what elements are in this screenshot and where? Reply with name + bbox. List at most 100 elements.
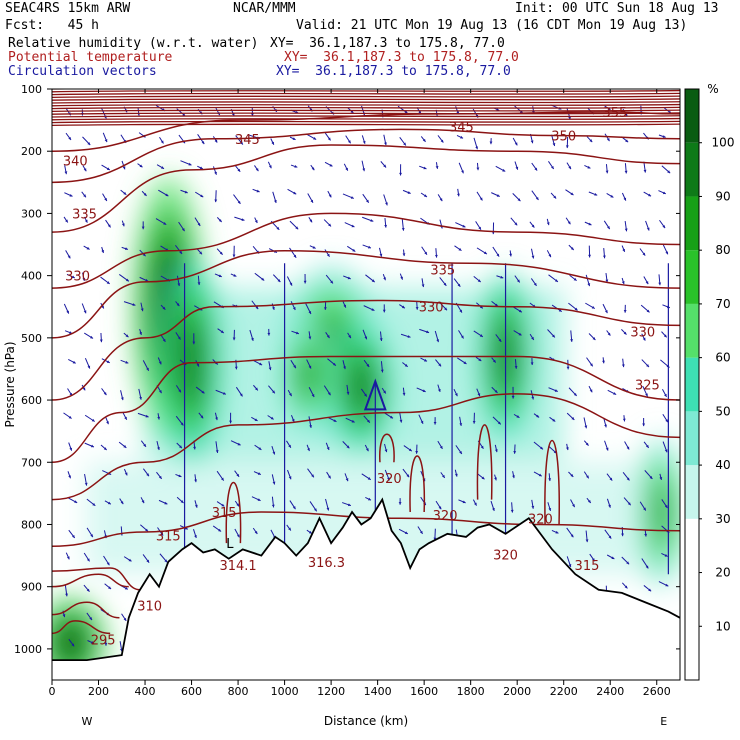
circulation-vector-head [125, 247, 128, 250]
circulation-vector-head [268, 367, 272, 371]
colorbar-tick-label: 10 [715, 619, 730, 633]
circulation-vector-head [423, 194, 427, 197]
circulation-vector-head [514, 142, 518, 146]
circulation-vector-head [423, 166, 427, 170]
circulation-vector-head [165, 193, 169, 197]
circulation-vector-head [584, 425, 588, 429]
circulation-vector-head [642, 423, 646, 427]
circulation-vector-head [605, 447, 609, 451]
circulation-vector-head [422, 389, 426, 393]
circulation-vector-head [442, 474, 445, 478]
x-axis-label: Distance (km) [324, 714, 408, 728]
circulation-vector-head [92, 502, 96, 506]
circulation-vector-head [476, 167, 480, 171]
circulation-vector-head [362, 168, 366, 172]
circulation-vector-head [645, 444, 649, 448]
circulation-vector-head [121, 223, 125, 227]
theta-label: 325 [635, 379, 660, 394]
circulation-vector-head [106, 562, 110, 566]
circulation-vector-head [214, 139, 218, 143]
circulation-vector-head [164, 501, 168, 505]
circulation-vector-head [163, 222, 167, 225]
circulation-vector-head [626, 561, 630, 565]
x-tick-label: 2400 [596, 685, 624, 698]
circulation-vector-head [608, 535, 612, 539]
colorbar-band [685, 411, 699, 466]
circulation-vector-head [382, 309, 386, 313]
theta-isoline-upper [52, 112, 680, 115]
circulation-vector-head [538, 473, 542, 477]
circulation-vector-head [368, 497, 372, 501]
circulation-vector-head [139, 396, 142, 400]
circulation-vector-head [643, 507, 646, 511]
circulation-vector-head [518, 332, 522, 336]
circulation-vector-head [71, 535, 75, 538]
circulation-vector-head [308, 530, 312, 534]
circulation-vector-head [201, 141, 205, 145]
circulation-vector-head [141, 500, 145, 504]
circulation-vector-head [256, 189, 260, 193]
circulation-vector-head [460, 335, 464, 339]
circulation-vector-head [220, 330, 224, 333]
circulation-vector-head [326, 507, 330, 511]
circulation-vector-head [215, 450, 219, 453]
theta-isoline-340 [52, 212, 680, 289]
circulation-vector-head [498, 338, 502, 342]
circulation-vector-head [570, 247, 574, 251]
circulation-vector-head [257, 472, 261, 475]
circulation-vector-head [436, 339, 440, 343]
circulation-vector-head [663, 334, 667, 338]
circulation-vector-head [237, 168, 241, 172]
circulation-vector-head [236, 534, 240, 538]
terrain-line [52, 497, 681, 661]
circulation-vector-head [364, 393, 367, 397]
circulation-vector-head [536, 414, 540, 418]
colorbar-tick-label: 40 [715, 458, 730, 472]
circulation-vector-head [606, 138, 610, 142]
circulation-vector-head [332, 362, 336, 366]
circulation-vector-head [219, 251, 223, 255]
circulation-vector-head [347, 276, 351, 280]
theta-isoline-upper [52, 92, 680, 96]
circulation-vector-head [627, 502, 631, 506]
circulation-vector-head [439, 198, 443, 202]
circulation-vector-head [140, 308, 144, 312]
y-tick-label: 700 [21, 456, 42, 469]
circulation-vector-head [352, 248, 356, 252]
circulation-vector-head [570, 192, 574, 196]
theta-isoline-upper [52, 95, 680, 99]
circulation-vector-head [123, 617, 127, 621]
circulation-vector-head [624, 585, 628, 589]
circulation-vector-head [71, 643, 75, 647]
colorbar-band [685, 142, 699, 197]
circulation-vector-head [272, 390, 275, 394]
circulation-vector-head [622, 248, 625, 252]
circulation-vector-head [483, 251, 487, 255]
circulation-vector-head [518, 309, 522, 313]
field-3-xy: XY= 36.1,187.3 to 175.8, 77.0 [276, 64, 511, 79]
circulation-vector-head [496, 253, 500, 257]
circulation-vector-head [220, 477, 224, 481]
circulation-vector-head [497, 421, 501, 425]
circulation-vector-head [658, 282, 662, 286]
circulation-vector-head [82, 387, 86, 391]
circulation-vector-head [106, 421, 109, 425]
circulation-vector-head [646, 309, 650, 313]
circulation-vector-head [500, 275, 504, 279]
circulation-vector-head [139, 164, 143, 168]
circulation-vector-head [200, 415, 204, 419]
circulation-vector-head [237, 200, 241, 204]
circulation-vector-head [587, 165, 591, 169]
circulation-vector-head [586, 475, 589, 479]
circulation-vector-head [69, 447, 73, 451]
circulation-vector-head [91, 418, 95, 422]
circulation-vector-head [602, 255, 606, 259]
circulation-vector-head [403, 142, 406, 146]
circulation-vector-head [241, 218, 245, 221]
circulation-vector-head [621, 281, 625, 285]
x-tick-label: 1600 [410, 685, 438, 698]
x-tick-label: 1400 [364, 685, 392, 698]
circulation-vector-head [345, 167, 348, 171]
circulation-vector-head [402, 392, 406, 396]
forecast-hour: Fcst: 45 h [5, 18, 99, 33]
